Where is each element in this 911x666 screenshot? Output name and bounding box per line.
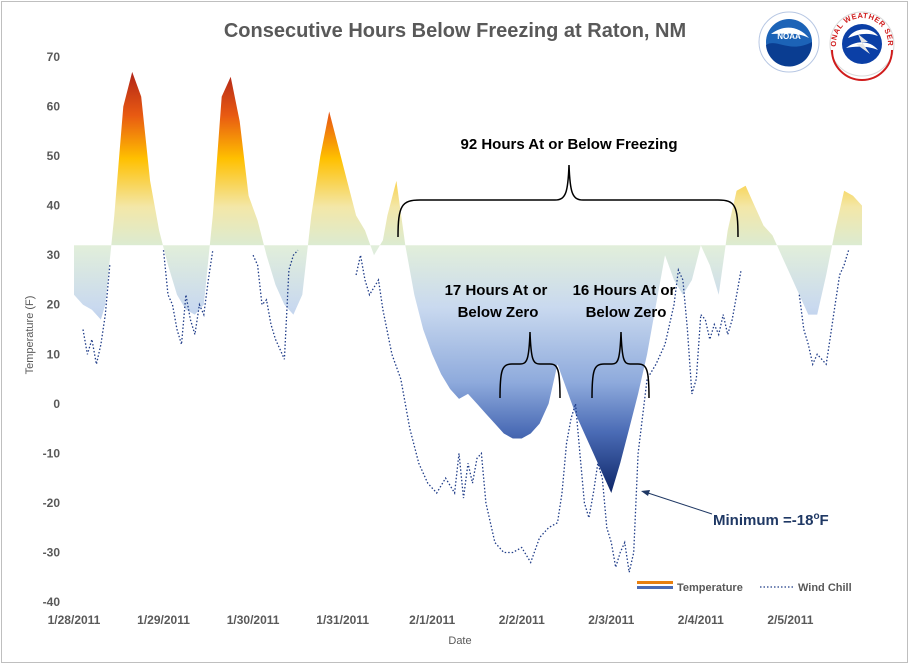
y-tick-label: 0: [53, 397, 60, 411]
legend-temperature-label: Temperature: [677, 582, 743, 594]
zero-period-1-label-line1: 17 Hours At or: [445, 282, 548, 299]
y-tick-label: -10: [43, 446, 61, 460]
legend-temperature-swatch-cold: [637, 586, 673, 589]
zero-period-1-brace: [499, 331, 561, 399]
temperature-area-below-freezing: [74, 245, 862, 493]
x-tick-label: 1/28/2011: [48, 613, 101, 627]
y-tick-label: 30: [47, 248, 61, 262]
zero-period-1-label-line2: Below Zero: [458, 304, 539, 321]
x-tick-label: 1/31/2011: [316, 613, 369, 627]
minimum-label: Minimum =-18oF: [713, 511, 829, 529]
minimum-pointer-arrow: [641, 490, 650, 496]
y-axis-label: Temperature (F): [24, 296, 36, 375]
svg-text:NOAA: NOAA: [777, 32, 801, 41]
freeze-period-brace: [397, 164, 739, 238]
chart-title: Consecutive Hours Below Freezing at Rato…: [224, 20, 686, 42]
minimum-pointer-line: [647, 492, 713, 515]
zero-period-2-label-line2: Below Zero: [586, 304, 667, 321]
wind-chill-line-segment: [162, 250, 214, 345]
x-tick-label: 2/5/2011: [767, 613, 813, 627]
y-tick-label: -20: [43, 496, 61, 510]
zero-period-2-brace: [591, 331, 650, 399]
freeze-period-label: 92 Hours At or Below Freezing: [461, 136, 678, 153]
wind-chill-line-segment: [798, 250, 850, 367]
x-axis-ticks: 1/28/2011 1/29/2011 1/30/2011 1/31/2011 2/1/…: [48, 613, 814, 627]
y-axis-ticks: 70 60 50 40 30 20 10 0 -10 -20 -30 -40: [43, 50, 61, 609]
x-tick-label: 2/4/2011: [678, 613, 724, 627]
x-tick-label: 1/29/2011: [137, 613, 190, 627]
y-tick-label: -40: [43, 595, 61, 609]
x-tick-label: 1/30/2011: [227, 613, 280, 627]
y-tick-label: 10: [47, 347, 61, 361]
wind-chill-line-segment: [82, 265, 111, 365]
legend-temperature-swatch-warm: [637, 581, 673, 584]
nws-logo: NATIONAL WEATHER SERVICE: [829, 11, 895, 81]
y-tick-label: 60: [47, 100, 61, 114]
x-axis-label: Date: [448, 635, 471, 647]
x-tick-label: 2/1/2011: [409, 613, 455, 627]
y-tick-label: 50: [47, 149, 61, 163]
y-tick-label: 40: [47, 199, 61, 213]
x-tick-label: 2/2/2011: [499, 613, 545, 627]
wind-chill-series: [82, 249, 850, 573]
zero-period-2-label-line1: 16 Hours At or: [573, 282, 676, 299]
legend: Temperature Wind Chill: [637, 581, 852, 594]
noaa-logo: NOAA: [758, 11, 820, 73]
y-tick-label: 20: [47, 298, 61, 312]
legend-windchill-label: Wind Chill: [798, 582, 852, 594]
y-tick-label: -30: [43, 545, 61, 559]
y-tick-label: 70: [47, 50, 61, 64]
wind-chill-line-segment: [252, 249, 299, 360]
x-tick-label: 2/3/2011: [588, 613, 634, 627]
